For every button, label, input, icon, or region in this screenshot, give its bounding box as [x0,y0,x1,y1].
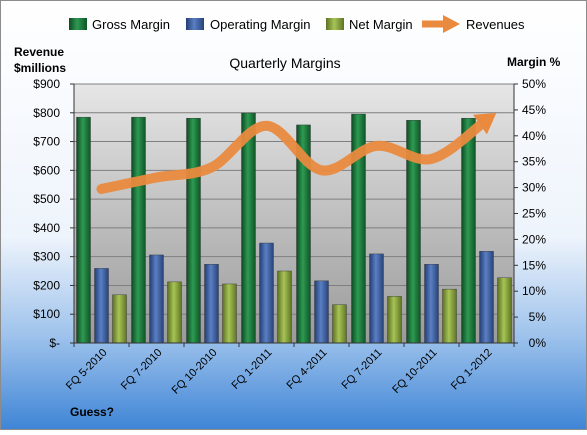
left-tick-label-7: $700 [33,135,60,149]
bar-operating-margin-1 [149,254,164,344]
bar-operating-margin-2 [204,264,219,344]
right-tick-label-2: 10% [522,284,546,298]
bar-gross-margin-3 [241,112,256,344]
axes: $- $100 $200 $300 $400 $500 $600 $700 $800 $900 0%… [33,77,546,350]
bar-operating-margin-6 [424,264,439,344]
revenues-series-arrowhead [473,113,497,135]
right-tick-label-3: 15% [522,258,546,272]
bar-net-margin-5 [387,296,402,344]
right-tick-label-7: 35% [522,155,546,169]
right-tick-label-9: 45% [522,103,546,117]
legend-swatch-gross-margin [69,18,87,30]
bar-gross-margin-2 [186,117,201,344]
right-tick-label-5: 25% [522,207,546,221]
left-tick-label-6: $600 [33,163,60,177]
left-tick-label-5: $500 [33,192,60,206]
gridlines [74,83,514,344]
legend-label-gross-margin: Gross Margin [92,17,170,32]
bar-operating-margin-0 [94,268,109,344]
bar-operating-margin-5 [369,253,384,344]
right-tick-label-4: 20% [522,232,546,246]
bar-gross-margin-1 [131,116,146,344]
right-tick-label-0: 0% [529,336,547,350]
right-axis-label: Margin % [507,55,561,69]
left-axis-label-line1: Revenue [14,45,64,59]
left-tick-label-8: $800 [33,106,60,120]
bar-net-margin-6 [442,288,457,344]
left-tick-label-1: $100 [33,307,60,321]
bar-operating-margin-3 [259,242,274,344]
left-axis-label-line2: $millions [14,61,66,75]
bar-net-margin-0 [112,294,127,344]
bar-net-margin-1 [167,281,182,344]
legend: Gross Margin Operating Margin Net Margin… [69,15,525,33]
legend-label-revenues: Revenues [466,17,525,32]
right-tick-label-10: 50% [522,77,546,91]
right-tick-label-8: 40% [522,129,546,143]
bar-net-margin-3 [277,270,292,344]
bar-gross-margin-7 [461,117,476,344]
bar-operating-margin-4 [314,280,329,344]
legend-swatch-operating-margin [186,18,204,30]
right-tick-label-1: 5% [529,310,547,324]
plot-area [74,84,514,343]
legend-swatch-net-margin [326,18,344,30]
right-tick-label-6: 30% [522,181,546,195]
left-tick-label-9: $900 [33,77,60,91]
chart-title: Quarterly Margins [229,55,340,71]
bars [76,112,512,344]
legend-label-net-margin: Net Margin [349,17,413,32]
left-tick-label-2: $200 [33,278,60,292]
bar-gross-margin-0 [76,116,91,344]
revenue-line [96,113,497,195]
bar-net-margin-2 [222,283,237,344]
bar-net-margin-7 [497,277,512,344]
footnote: Guess? [70,405,114,419]
left-tick-label-3: $300 [33,250,60,264]
left-tick-label-4: $400 [33,221,60,235]
bar-operating-margin-7 [479,251,494,344]
legend-label-operating-margin: Operating Margin [210,17,310,32]
left-tick-label-0: $- [49,336,60,350]
legend-swatch-revenues [422,15,460,33]
bar-net-margin-4 [332,304,347,344]
revenues-series-line [96,114,492,195]
